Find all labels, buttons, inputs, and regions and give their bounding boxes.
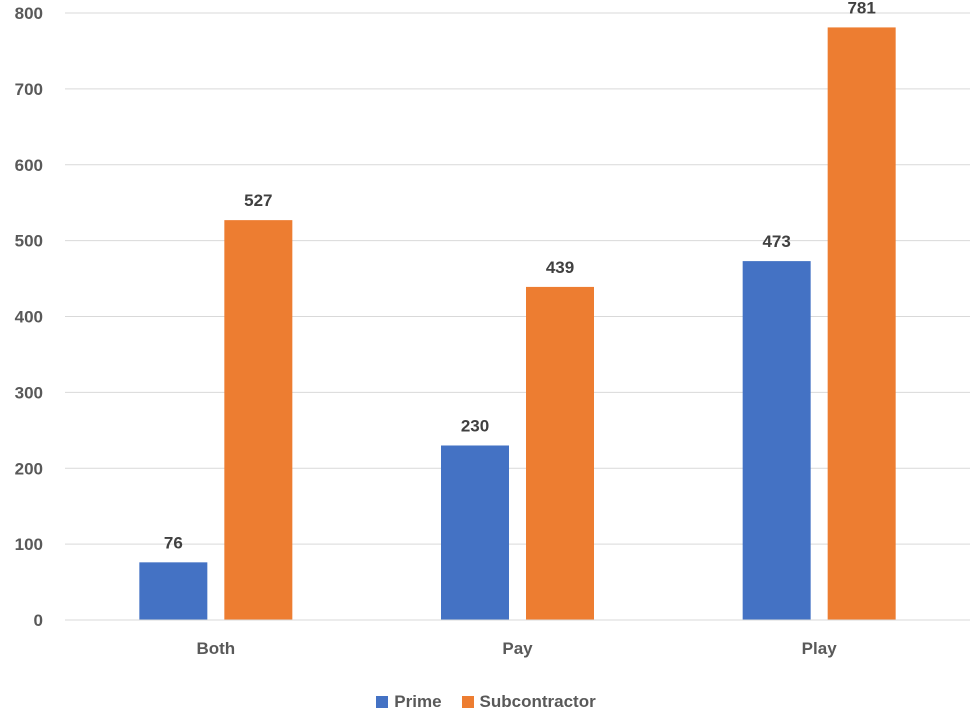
data-label: 527 bbox=[244, 191, 272, 210]
y-tick-label: 500 bbox=[15, 232, 43, 251]
x-axis: Both Pay Play bbox=[65, 619, 970, 658]
y-tick-label: 0 bbox=[34, 611, 43, 630]
data-label: 473 bbox=[762, 232, 790, 251]
bar-prime-both bbox=[139, 562, 208, 620]
y-tick-label: 100 bbox=[15, 535, 43, 554]
legend-swatch-prime bbox=[376, 696, 389, 708]
data-label: 439 bbox=[546, 258, 574, 277]
y-tick-label: 400 bbox=[15, 308, 43, 327]
data-label: 230 bbox=[461, 416, 489, 435]
bar-prime-play bbox=[742, 261, 811, 620]
data-label: 76 bbox=[164, 533, 183, 552]
x-tick-label: Play bbox=[802, 639, 838, 658]
legend-label-subcontractor: Subcontractor bbox=[479, 692, 596, 711]
bars bbox=[139, 27, 896, 621]
y-tick-label: 200 bbox=[15, 459, 43, 478]
bar-subcontractor-both bbox=[224, 220, 293, 621]
legend-label-prime: Prime bbox=[394, 692, 442, 711]
y-tick-label: 700 bbox=[15, 80, 43, 99]
data-label: 781 bbox=[847, 0, 875, 17]
x-tick-label: Pay bbox=[502, 639, 533, 658]
bar-prime-pay bbox=[441, 445, 509, 620]
gridlines bbox=[65, 12, 970, 621]
bar-subcontractor-pay bbox=[526, 286, 594, 620]
x-tick-label: Both bbox=[196, 639, 235, 658]
bar-subcontractor-play bbox=[827, 27, 896, 620]
legend-item-subcontractor: Subcontractor bbox=[461, 692, 596, 712]
y-tick-label: 800 bbox=[15, 4, 43, 23]
y-tick-label: 300 bbox=[15, 383, 43, 402]
data-labels: 76 527 230 439 473 781 bbox=[164, 0, 876, 552]
legend: Prime Subcontractor bbox=[0, 690, 972, 714]
y-axis: 0 100 200 300 400 500 600 700 800 bbox=[15, 4, 43, 630]
legend-item-prime: Prime bbox=[376, 692, 442, 712]
legend-swatch-subcontractor bbox=[461, 696, 474, 708]
y-tick-label: 600 bbox=[15, 156, 43, 175]
bar-chart: 0 100 200 300 400 500 600 700 800 76 527 230 439 473… bbox=[15, 0, 970, 658]
